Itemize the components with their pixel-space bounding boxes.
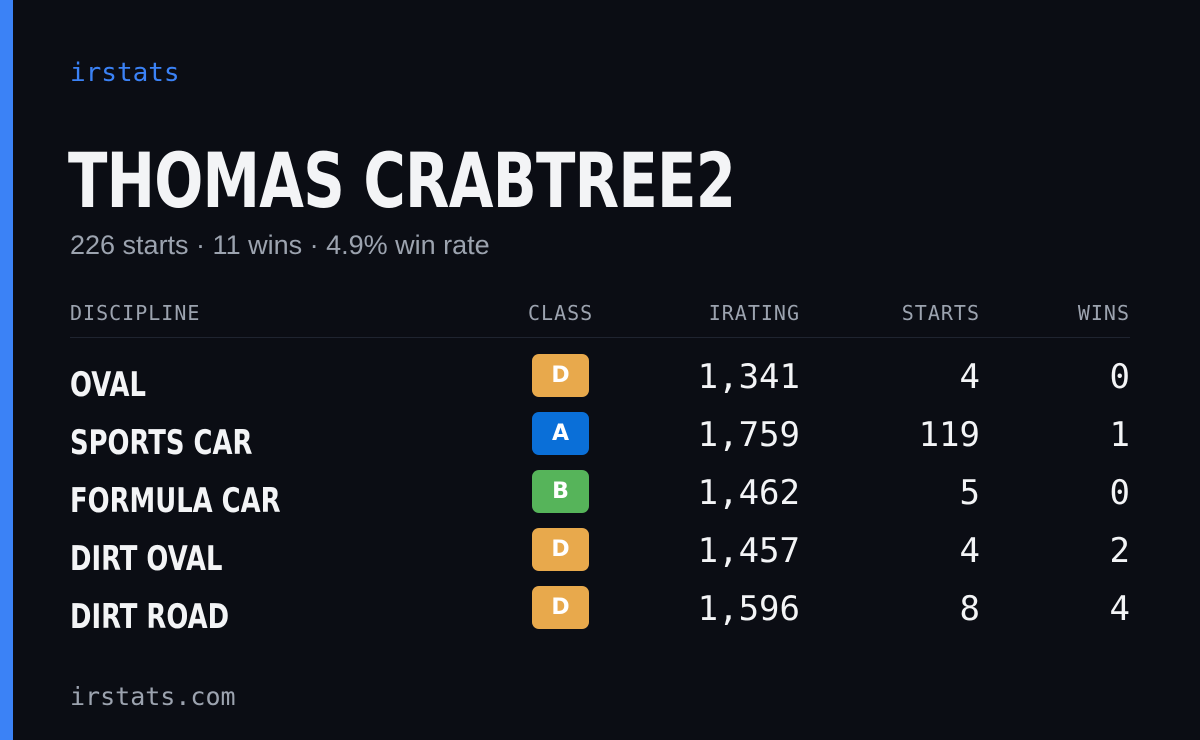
header-class: CLASS <box>528 301 594 325</box>
discipline-label: DIRT ROAD <box>70 597 230 637</box>
header-wins: WINS <box>1077 301 1130 325</box>
header-discipline: DISCIPLINE <box>70 301 201 325</box>
class-badge: D <box>532 354 589 397</box>
irating-value: 1,457 <box>697 531 800 571</box>
discipline-label: SPORTS CAR <box>70 423 253 463</box>
class-badge: B <box>532 470 589 513</box>
footer-url: irstats.com <box>70 682 236 711</box>
irating-value: 1,596 <box>697 589 800 629</box>
brand-logo-text: irstats <box>70 58 180 88</box>
class-badge: D <box>532 528 589 571</box>
discipline-table: OVAL D 1,341 4 0 SPORTS CAR A 1,759 119 … <box>0 348 1200 638</box>
table-row: SPORTS CAR A 1,759 119 1 <box>0 406 1200 464</box>
discipline-label: DIRT OVAL <box>70 539 223 579</box>
starts-value: 8 <box>959 589 980 629</box>
header-irating: IRATING <box>708 301 800 325</box>
starts-value: 4 <box>959 357 980 397</box>
wins-value: 2 <box>1109 531 1130 571</box>
class-badge: A <box>532 412 589 455</box>
starts-value: 4 <box>959 531 980 571</box>
irating-value: 1,462 <box>697 473 800 513</box>
driver-summary: 226 starts · 11 wins · 4.9% win rate <box>70 230 490 260</box>
irating-value: 1,341 <box>697 357 800 397</box>
header-starts: STARTS <box>901 301 980 325</box>
discipline-label: OVAL <box>70 365 146 405</box>
discipline-label: FORMULA CAR <box>70 481 281 521</box>
table-row: FORMULA CAR B 1,462 5 0 <box>0 464 1200 522</box>
table-row: DIRT OVAL D 1,457 4 2 <box>0 522 1200 580</box>
wins-value: 0 <box>1109 473 1130 513</box>
accent-bar <box>0 0 13 740</box>
starts-value: 5 <box>959 473 980 513</box>
wins-value: 1 <box>1109 415 1130 455</box>
table-row: DIRT ROAD D 1,596 8 4 <box>0 580 1200 638</box>
table-row: OVAL D 1,341 4 0 <box>0 348 1200 406</box>
driver-name: THOMAS CRABTREE2 <box>68 136 736 225</box>
wins-value: 4 <box>1109 589 1130 629</box>
starts-value: 119 <box>918 415 980 455</box>
class-badge: D <box>532 586 589 629</box>
irating-value: 1,759 <box>697 415 800 455</box>
header-divider <box>70 337 1130 338</box>
wins-value: 0 <box>1109 357 1130 397</box>
